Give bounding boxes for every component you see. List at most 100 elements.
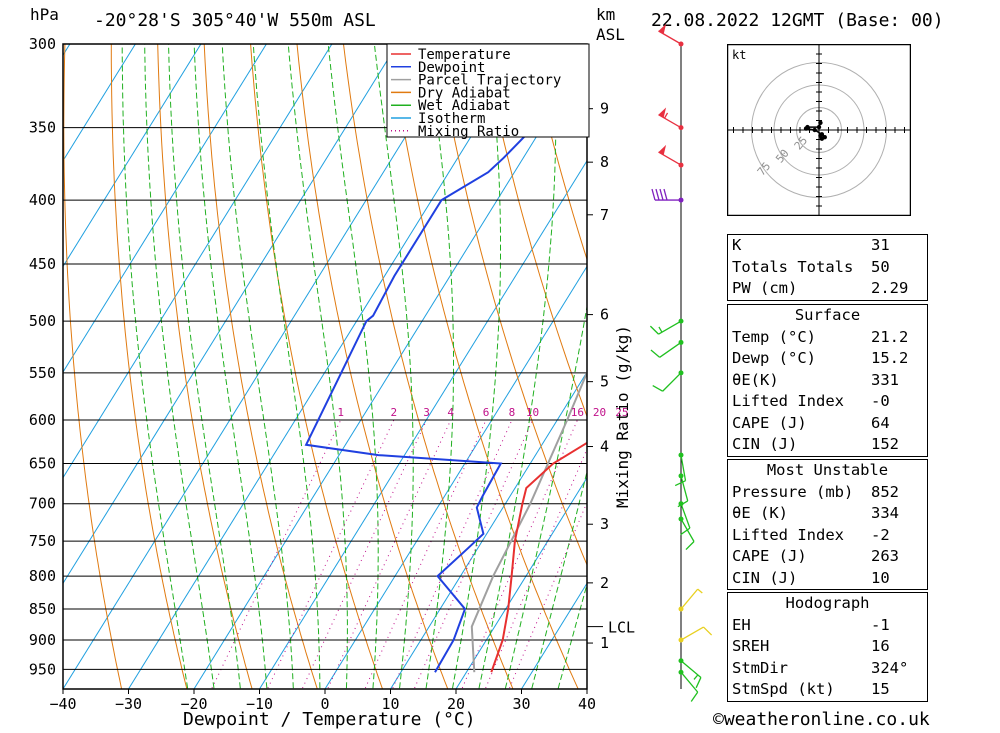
wet-adiabat-line	[478, 44, 557, 689]
wet-adiabat-line	[167, 44, 241, 689]
pressure-tick-label: 300	[29, 35, 56, 53]
wet-adiabat-line	[252, 44, 321, 689]
dry-adiabat-line	[63, 44, 123, 689]
index-value: 10	[871, 568, 890, 587]
height-unit-label: km	[596, 5, 616, 24]
table-section-title: Hodograph	[785, 594, 870, 612]
mixing-ratio-line	[266, 419, 395, 689]
hodograph-unit: kt	[732, 48, 747, 62]
x-tick-label: 10	[381, 695, 399, 713]
table-section-title: Surface	[794, 306, 861, 324]
pressure-tick-label: 350	[29, 119, 56, 137]
mixing-ratio-label: 1	[337, 406, 344, 419]
index-row: θE(K) 331	[728, 370, 927, 392]
wind-barb	[677, 473, 689, 508]
index-key: StmDir	[732, 658, 788, 677]
index-value: 2.29	[871, 279, 909, 297]
wind-barb	[652, 370, 684, 392]
pressure-tick-label: 950	[29, 660, 56, 678]
index-value: -0	[871, 392, 890, 410]
wind-barb	[658, 107, 684, 131]
index-key: Pressure (mb)	[732, 482, 854, 501]
copyright: ©weatheronline.co.uk	[713, 709, 930, 730]
dry-adiabat-line	[931, 7, 1000, 698]
dry-adiabat-line	[110, 44, 188, 689]
mixing-ratio-line	[508, 501, 587, 689]
x-tick-label: −10	[246, 695, 273, 713]
pressure-tick-label: 450	[29, 255, 56, 273]
x-tick-label: −40	[49, 695, 76, 713]
mixing-ratio-label: 16	[571, 406, 584, 419]
height-tick-label: 8	[600, 153, 609, 171]
index-key: CAPE (J)	[732, 413, 807, 432]
location-title: -20°28'S 305°40'W 550m ASL	[94, 10, 376, 31]
wet-adiabat-line	[144, 44, 215, 689]
index-value: 50	[871, 257, 890, 276]
x-tick-label: 30	[512, 695, 530, 713]
index-key: θE(K)	[732, 370, 779, 389]
index-row: CIN (J) 152	[728, 434, 927, 456]
hodograph-point	[816, 124, 822, 130]
dry-adiabat-line	[977, 7, 1000, 698]
mixing-ratio-axis-title: Mixing Ratio (g/kg)	[613, 324, 632, 508]
index-key: CIN (J)	[732, 435, 798, 453]
temperature-line	[490, 441, 587, 673]
hodograph-point	[818, 120, 823, 126]
pressure-tick-label: 850	[29, 600, 56, 618]
index-value: 64	[871, 413, 890, 432]
isotherm-line	[63, 44, 267, 374]
legend-label: Mixing Ratio	[418, 124, 519, 140]
height-tick-label: 3	[600, 515, 609, 533]
index-value: -2	[871, 525, 890, 544]
height-asl-label: ASL	[596, 25, 625, 44]
index-row: StmDir 324°	[728, 658, 927, 680]
pressure-tick-label: 550	[29, 364, 56, 382]
hodograph-point	[812, 127, 817, 133]
wet-adiabat-line	[504, 303, 587, 689]
index-key: Temp (°C)	[732, 327, 816, 346]
x-tick-label: 20	[447, 695, 465, 713]
mixing-ratio-label: 10	[526, 406, 539, 419]
x-axis-title: Dewpoint / Temperature (°C)	[183, 709, 476, 730]
wind-barb	[678, 516, 695, 551]
mixing-ratio-label: 2	[390, 406, 397, 419]
legend-label: Dry Adiabat	[418, 85, 511, 101]
wet-adiabat-line	[193, 44, 268, 689]
index-key: Lifted Index	[732, 525, 844, 544]
index-value: 15.2	[871, 349, 909, 367]
lcl-label: LCL	[608, 619, 635, 637]
parcel-trajectory-line	[470, 370, 587, 673]
index-key: CAPE (J)	[732, 547, 807, 565]
wind-barb	[658, 144, 684, 168]
index-key: StmSpd (kt)	[732, 680, 835, 698]
index-row: CAPE (J) 263	[728, 546, 927, 568]
mixing-ratio-line	[484, 447, 587, 689]
height-tick-label: 1	[600, 634, 609, 652]
indices-table: K 31 Totals Totals 50 PW (cm) 2.29	[727, 234, 928, 301]
x-tick-label: 40	[578, 695, 596, 713]
legend-label: Temperature	[418, 47, 511, 63]
height-tick-label: 5	[600, 373, 609, 391]
mixing-ratio-line	[327, 419, 452, 689]
height-tick-label: 2	[600, 574, 609, 592]
x-tick-label: −30	[115, 695, 142, 713]
pressure-tick-label: 400	[29, 191, 56, 209]
pressure-tick-label: 750	[29, 532, 56, 550]
index-row: Pressure (mb) 852	[728, 482, 927, 504]
index-value: 152	[871, 435, 899, 453]
dewpoint-line	[304, 44, 587, 673]
legend-label: Dewpoint	[418, 60, 485, 76]
isotherm-line	[324, 265, 587, 689]
wind-barb	[658, 23, 684, 47]
index-key: Lifted Index	[732, 392, 844, 410]
plot-frame	[62, 43, 588, 690]
mixing-ratio-line	[413, 419, 533, 689]
height-tick-label: 6	[600, 306, 609, 324]
index-key: θE (K)	[732, 504, 788, 522]
height-tick-label: 9	[600, 100, 609, 118]
mixing-ratio-line	[391, 419, 513, 689]
index-value: 334	[871, 504, 899, 522]
height-tick-label: 7	[600, 206, 609, 224]
